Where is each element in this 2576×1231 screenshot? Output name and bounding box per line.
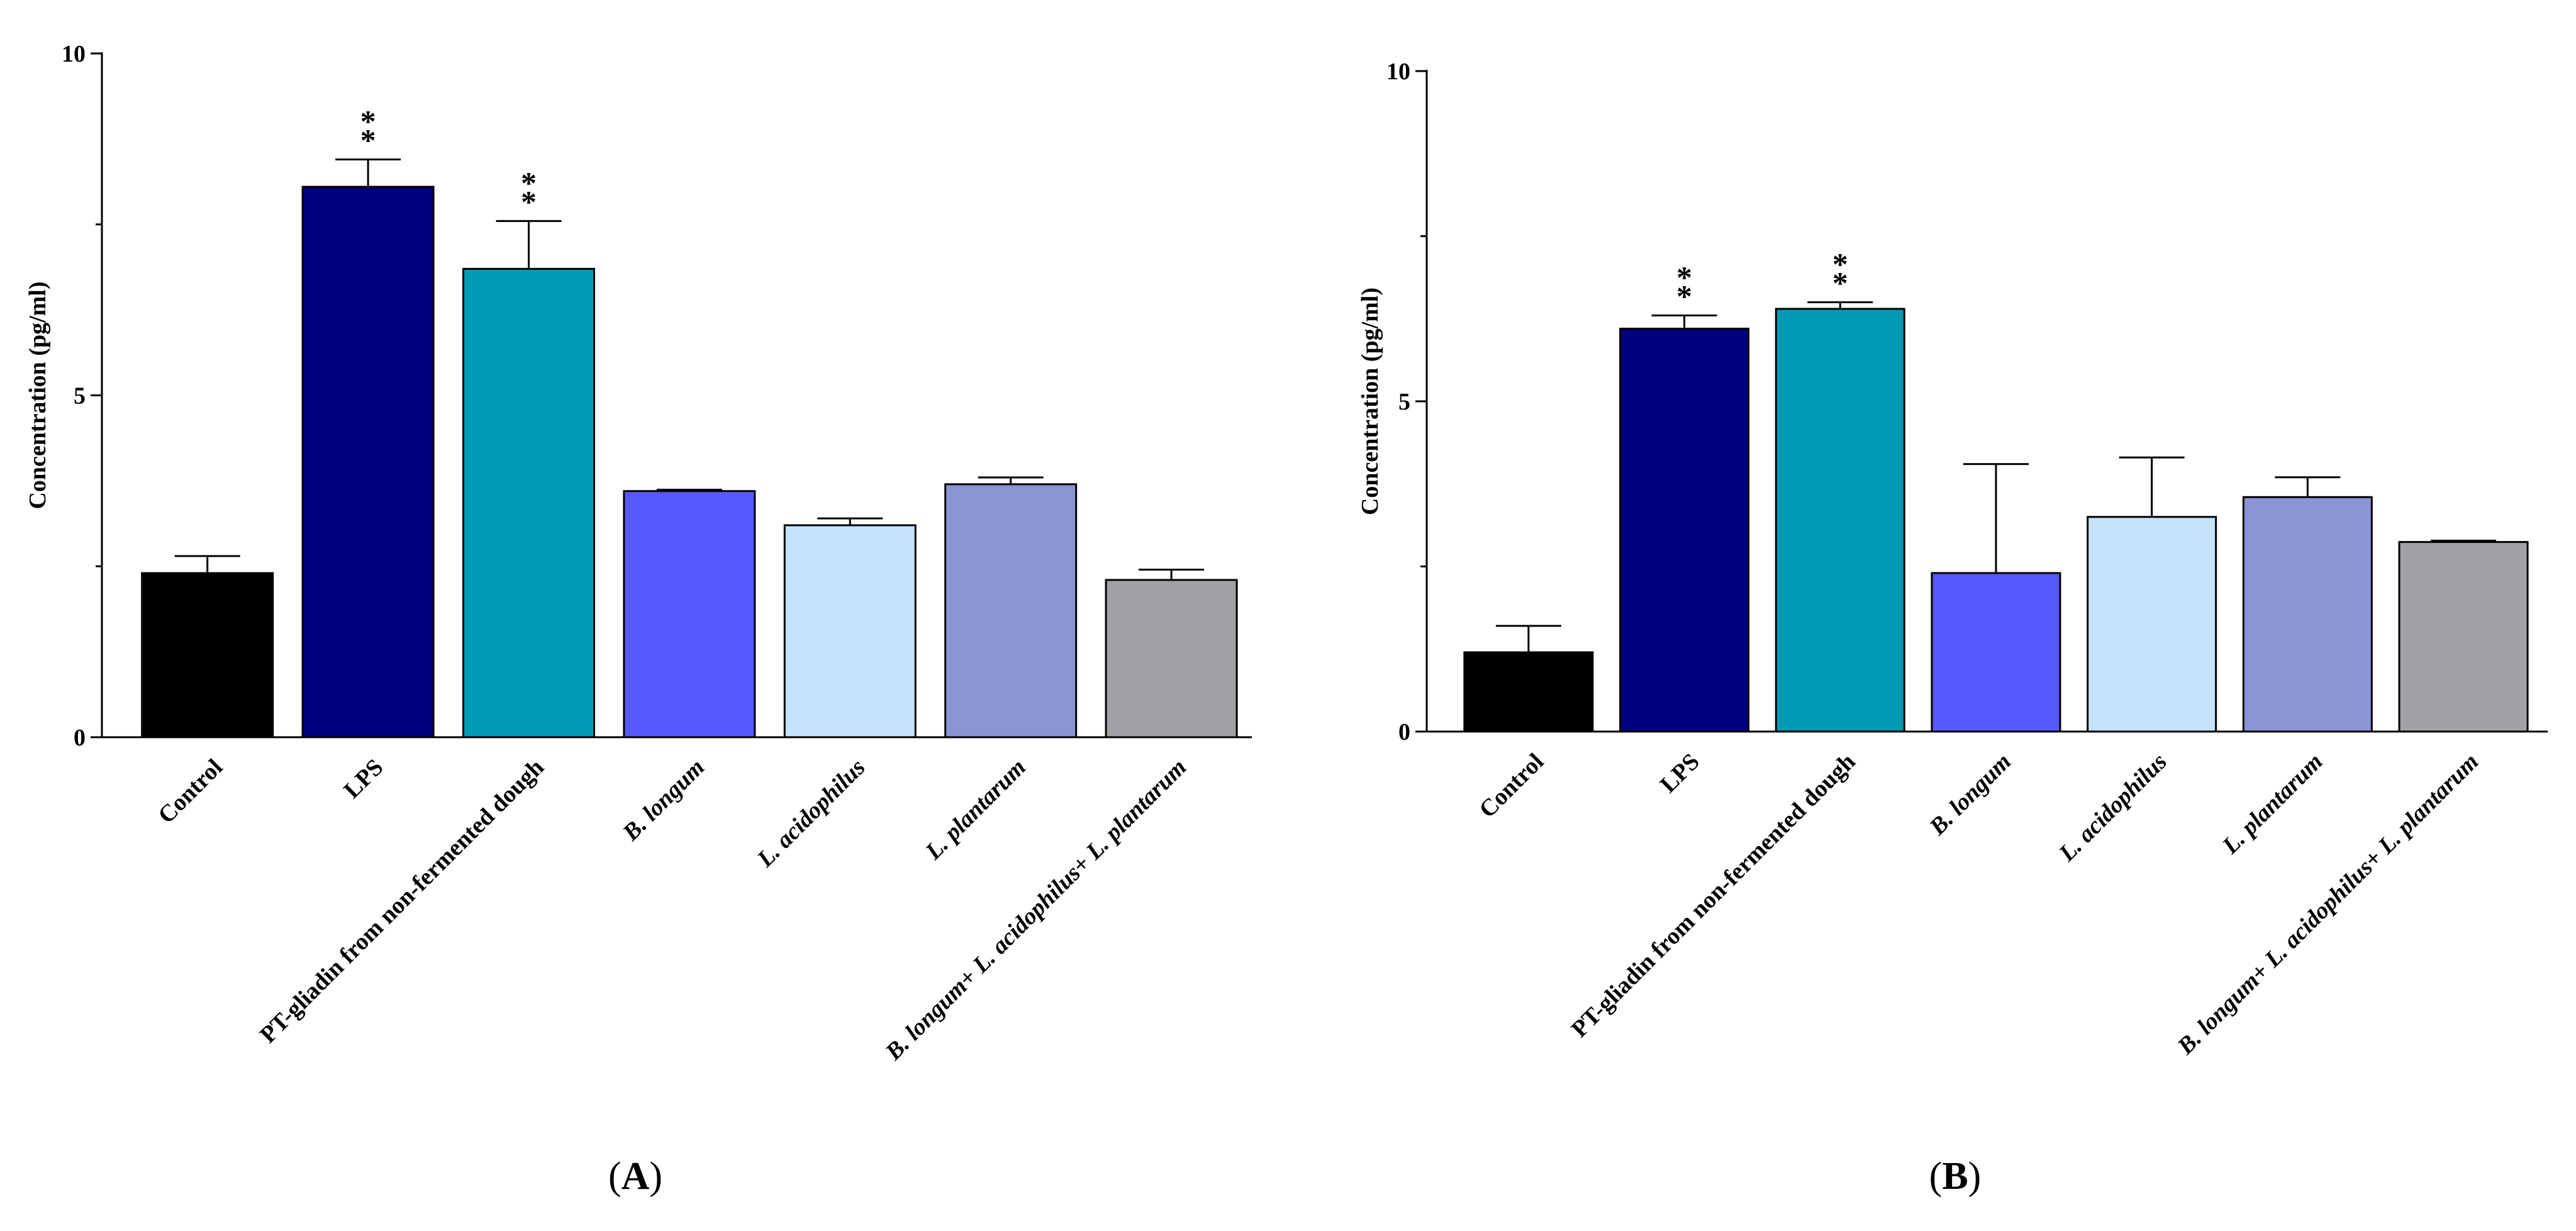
bar <box>1105 579 1238 738</box>
category-label: B. longum <box>1924 749 2016 841</box>
bar <box>141 572 274 738</box>
bar <box>462 267 595 738</box>
bar <box>944 483 1078 738</box>
category-label: L. plantarum <box>920 754 1031 866</box>
panel-b-chart: 0 5 10 Concentration (pg/ml) Control ** LPS ** P… <box>1357 58 2548 1060</box>
bar <box>1775 308 1905 733</box>
significance-label: ** <box>521 165 537 219</box>
panel-a-chart: 0 5 10 Concentration (pg/ml) Control ** LPS ** P… <box>25 41 1252 1066</box>
category-label: Control <box>1474 749 1549 823</box>
panel-letter: A <box>622 1155 650 1198</box>
bar <box>1463 651 1594 733</box>
category-label: LPS <box>338 754 388 804</box>
bar <box>1619 328 1750 733</box>
category-label: B. longum <box>617 754 710 847</box>
y-tick-label: 0 <box>1398 719 1410 745</box>
bar <box>301 186 435 738</box>
significance-label: ** <box>1832 247 1848 301</box>
category-label: PT-gliadin from non-fermented dough <box>255 754 549 1049</box>
category-label: PT-gliadin from non-fermented dough <box>1566 749 1861 1043</box>
panel-a-label: (A) <box>608 1155 662 1198</box>
y-axis-title: Concentration (pg/ml) <box>25 281 51 509</box>
bar <box>2242 496 2373 733</box>
significance-label: ** <box>360 103 376 157</box>
y-tick-label: 5 <box>74 383 86 409</box>
bar <box>623 490 756 738</box>
category-label: L. acidophilus <box>2053 749 2172 867</box>
y-tick-label: 0 <box>74 725 86 751</box>
y-tick-label: 10 <box>1386 58 1410 85</box>
category-label: B. longum+ L. acidophilus+ L. plantarum <box>880 754 1192 1066</box>
category-label: LPS <box>1655 749 1705 798</box>
category-label: B. longum+ L. acidophilus+ L. plantarum <box>2172 749 2484 1061</box>
significance-label: ** <box>1676 260 1692 314</box>
category-label: Control <box>153 754 228 829</box>
y-axis-title: Concentration (pg/ml) <box>1357 287 1383 515</box>
bar <box>2398 541 2529 733</box>
category-label: L. plantarum <box>2217 749 2328 860</box>
bar <box>1931 572 2061 733</box>
bar <box>783 524 917 738</box>
y-tick-label: 10 <box>62 41 86 67</box>
panel-letter: B <box>1942 1155 1968 1198</box>
bar <box>2087 516 2217 733</box>
panel-b-label: (B) <box>1929 1155 1982 1198</box>
category-label: L. acidophilus <box>752 754 871 873</box>
y-tick-label: 5 <box>1398 389 1410 415</box>
